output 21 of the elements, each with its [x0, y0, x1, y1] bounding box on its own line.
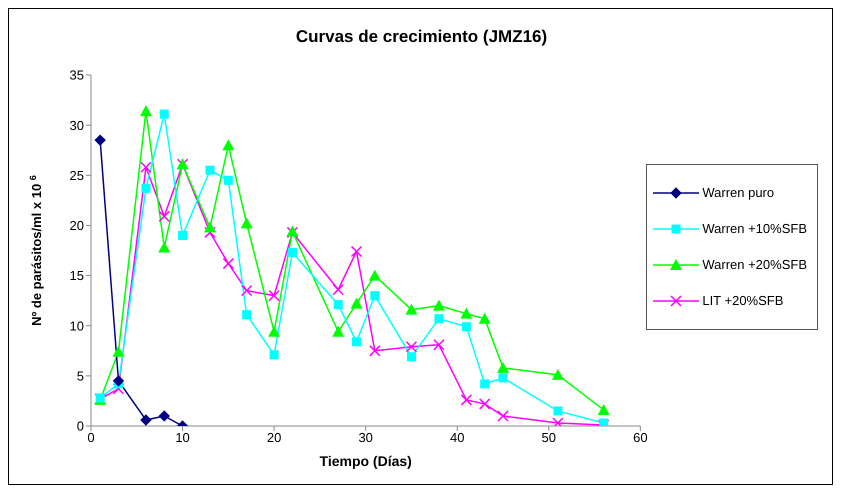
y-tick-label: 0 — [76, 418, 84, 434]
y-tick-label: 25 — [70, 168, 84, 183]
y-tick-label: 20 — [70, 218, 84, 234]
x-axis-title: Tiempo (Días) — [320, 453, 412, 469]
x-tick-label: 60 — [633, 430, 648, 446]
y-tick-label: 35 — [70, 68, 84, 83]
x-tick-label: 0 — [87, 430, 95, 446]
chart-title: Curvas de crecimiento (JMZ16) — [294, 27, 548, 47]
x-tick-label: 50 — [542, 430, 556, 446]
x-tick-label: 20 — [266, 430, 282, 446]
legend-label: Warren +10%SFB — [702, 221, 807, 236]
y-tick-label: 5 — [76, 368, 84, 384]
y-tick-label: 10 — [70, 318, 84, 334]
x-tick-label: 30 — [358, 430, 373, 446]
legend-label: Warren +20%SFB — [702, 257, 807, 272]
x-tick-label: 10 — [175, 430, 190, 446]
y-tick-label: 30 — [70, 118, 84, 133]
y-tick-label: 15 — [70, 268, 84, 284]
legend-label: LIT +20%SFB — [702, 293, 784, 308]
legend-label: Warren puro — [702, 185, 774, 200]
x-tick-label: 40 — [450, 430, 464, 446]
